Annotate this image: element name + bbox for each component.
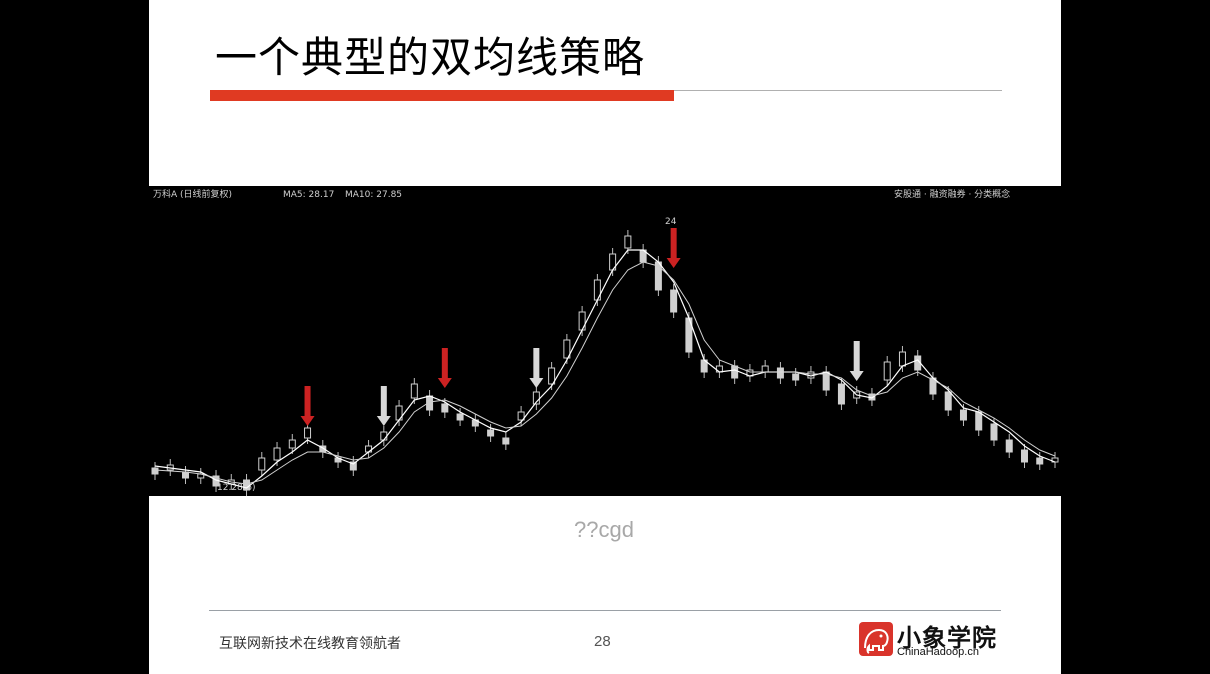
candle xyxy=(151,467,159,475)
slide-title: 一个典型的双均线策略 xyxy=(215,33,646,82)
candle xyxy=(944,391,952,411)
series-line-ma5 xyxy=(154,249,1056,489)
candle xyxy=(563,339,571,359)
candle xyxy=(517,411,525,421)
candle xyxy=(792,373,800,381)
candle xyxy=(288,439,296,449)
chart-high-price-label: 24 xyxy=(665,217,677,227)
candle xyxy=(959,409,967,421)
candle xyxy=(410,383,418,399)
candle xyxy=(258,457,266,471)
candle xyxy=(1005,439,1013,453)
candle xyxy=(487,429,495,437)
chart-header-ma5: MA5: 28.17 xyxy=(283,190,334,200)
elephant-logo-icon xyxy=(859,622,893,656)
candle xyxy=(578,311,586,331)
candle xyxy=(349,461,357,471)
candle xyxy=(624,235,632,249)
footer-slogan: 互联网新技术在线教育领航者 xyxy=(219,636,401,652)
chart-caption: ??cgd xyxy=(574,517,634,542)
sell-signal-arrow-icon xyxy=(849,341,864,381)
buy-signal-arrow-icon xyxy=(437,348,452,388)
candle xyxy=(304,427,312,439)
footer-divider xyxy=(209,610,1001,611)
candle xyxy=(731,365,739,379)
candle xyxy=(776,367,784,379)
slide: 一个典型的双均线策略 万科A (日线前复权) MA5: 28.17 MA10: … xyxy=(149,0,1061,674)
candle xyxy=(898,351,906,367)
chart-header-right: 安股通 · 融资融券 · 分类概念 xyxy=(894,188,1010,200)
candle xyxy=(1020,449,1028,463)
title-accent-bar xyxy=(210,90,674,101)
sell-signal-arrow-icon xyxy=(529,348,544,388)
candle xyxy=(670,289,678,313)
logo-name: 小象学院 xyxy=(897,624,997,652)
candle xyxy=(990,423,998,441)
title-underline xyxy=(674,90,1002,91)
candle xyxy=(441,403,449,413)
stock-chart-svg: 万科A (日线前复权) MA5: 28.17 MA10: 27.85 安股通 ·… xyxy=(151,188,1059,496)
chart-header-ma10: MA10: 27.85 xyxy=(345,190,402,200)
candle xyxy=(273,447,281,461)
sell-signal-arrow-icon xyxy=(376,386,391,426)
candle xyxy=(837,383,845,405)
candle xyxy=(502,437,510,445)
candle xyxy=(1036,457,1044,465)
buy-signal-arrow-icon xyxy=(666,228,681,268)
buy-signal-arrow-icon xyxy=(300,386,315,426)
logo-url: ChinaHadoop.cn xyxy=(897,646,979,658)
candle xyxy=(548,367,556,385)
candle xyxy=(975,411,983,431)
chart-header-stock: 万科A (日线前复权) xyxy=(153,188,232,200)
stock-chart: 万科A (日线前复权) MA5: 28.17 MA10: 27.85 安股通 ·… xyxy=(149,186,1061,496)
candle xyxy=(883,361,891,381)
candle xyxy=(761,365,769,373)
series-line-ma10 xyxy=(154,261,1056,485)
candle xyxy=(182,471,190,479)
logo: 小象学院 ChinaHadoop.cn xyxy=(859,622,999,662)
chart-low-price-label: 12.28(6) xyxy=(217,483,256,493)
candle xyxy=(456,413,464,421)
page-number: 28 xyxy=(594,633,611,650)
candle xyxy=(380,431,388,441)
